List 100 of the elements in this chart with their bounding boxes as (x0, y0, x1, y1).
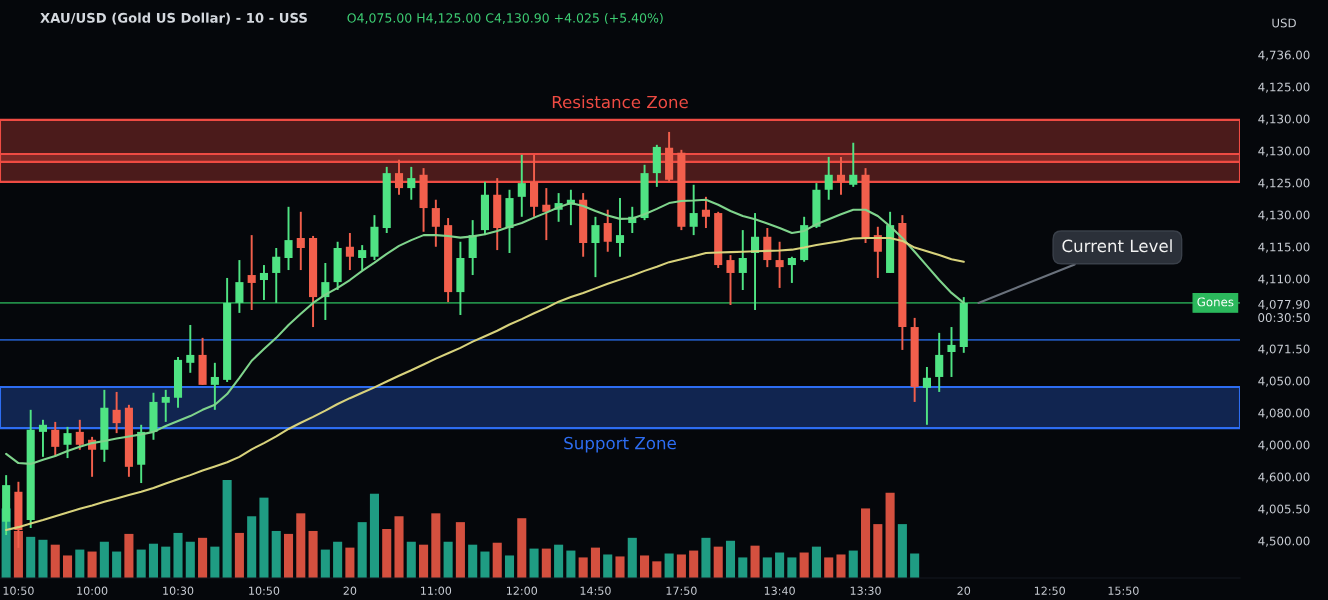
bar (271, 530, 281, 578)
bar (333, 541, 343, 578)
candlestick (272, 247, 281, 304)
text: 4,600.00 (1258, 472, 1310, 483)
chart-subtitle: O4,075.00 H4,125.00 C4,130.90 +4.025 (+5.40%) (347, 12, 663, 25)
bar (185, 541, 195, 578)
text: USD (1272, 18, 1296, 28)
x-tick-label: 10:50 (249, 586, 280, 595)
band-label: Resistance Zone (552, 95, 688, 109)
candlestick (689, 183, 698, 237)
bar (259, 497, 269, 578)
x-tick-label: 10:30 (163, 586, 194, 595)
chart-title: XAU/USD (Gold US Dollar) - 10 - USS (40, 12, 307, 25)
bar (161, 546, 171, 578)
bar (247, 516, 257, 578)
candlestick (603, 208, 612, 253)
x-tick-label: 15:50 (1108, 586, 1139, 595)
bar (50, 544, 60, 578)
bar (99, 541, 109, 578)
candlestick (935, 331, 944, 393)
candlestick (186, 323, 195, 374)
bar (394, 516, 404, 578)
candlestick (407, 165, 416, 201)
candlestick (235, 259, 244, 314)
candlestick (247, 234, 256, 311)
x-tick-label: 12:50 (1034, 586, 1065, 595)
bar (873, 524, 883, 578)
candlestick (726, 254, 735, 306)
bar (210, 546, 220, 578)
bar (148, 543, 159, 578)
x-tick-label: 10:00 (77, 586, 108, 595)
bar (689, 550, 699, 578)
bar (468, 544, 478, 578)
bar (910, 553, 920, 578)
candlestick (922, 366, 931, 426)
bar (762, 557, 772, 578)
bar (836, 554, 846, 578)
bar (234, 532, 244, 578)
bar (897, 524, 907, 578)
candlestick (75, 418, 84, 451)
x-tick-label: 14:50 (580, 586, 611, 595)
bar (738, 557, 748, 578)
text: 4,130.00 (1258, 210, 1310, 221)
bar (320, 549, 330, 578)
bar (75, 549, 85, 578)
bar (627, 537, 637, 578)
bar (775, 552, 785, 578)
text: 4,115.00 (1258, 242, 1310, 253)
x-tick-label: 17:50 (666, 586, 697, 595)
candlestick (775, 240, 784, 289)
bar (603, 554, 613, 578)
bar (811, 546, 821, 578)
candlestick (63, 425, 72, 460)
bar (541, 548, 551, 578)
bar (222, 480, 232, 578)
x-tick-label: 12:00 (506, 586, 538, 595)
bar (517, 518, 527, 578)
bar (824, 557, 834, 578)
text: 4,080.00 (1258, 408, 1310, 419)
candlestick (701, 195, 710, 229)
bar (283, 533, 294, 578)
bar (590, 547, 600, 578)
candlestick (394, 158, 404, 196)
bar (566, 550, 576, 578)
candlestick (468, 219, 477, 277)
candlestick (849, 141, 858, 188)
bar (861, 508, 871, 578)
candlestick (738, 229, 747, 291)
candlestick (824, 155, 833, 201)
bar (848, 550, 858, 578)
bar (885, 492, 895, 578)
bar (124, 533, 134, 578)
candlestick (284, 205, 293, 272)
x-tick-label: 20 (343, 586, 357, 595)
candlestick (947, 326, 956, 378)
bar (345, 547, 355, 578)
bar (357, 522, 367, 578)
candlestick (210, 361, 219, 411)
bar (492, 542, 502, 578)
bar (406, 541, 416, 578)
bar (787, 557, 797, 578)
x-tick-label: 13:40 (764, 586, 795, 595)
bar (504, 555, 515, 578)
text: 4,500.00 (1258, 536, 1310, 547)
bar (431, 513, 441, 578)
text: 4,736.00 (1258, 50, 1310, 61)
bar (799, 552, 809, 578)
bar (136, 549, 146, 578)
text: 4,071.50 (1258, 344, 1310, 355)
candlestick (517, 153, 526, 218)
x-tick-label: 10:50 (3, 586, 34, 595)
candlestick (38, 418, 48, 458)
candlestick (591, 215, 600, 279)
bar (529, 548, 539, 578)
text: 4,000.00 (1258, 440, 1310, 451)
candlestick (259, 264, 269, 301)
bar (26, 536, 36, 578)
bar (296, 513, 306, 578)
x-tick-label: 13:30 (850, 586, 881, 595)
bar (173, 532, 183, 578)
